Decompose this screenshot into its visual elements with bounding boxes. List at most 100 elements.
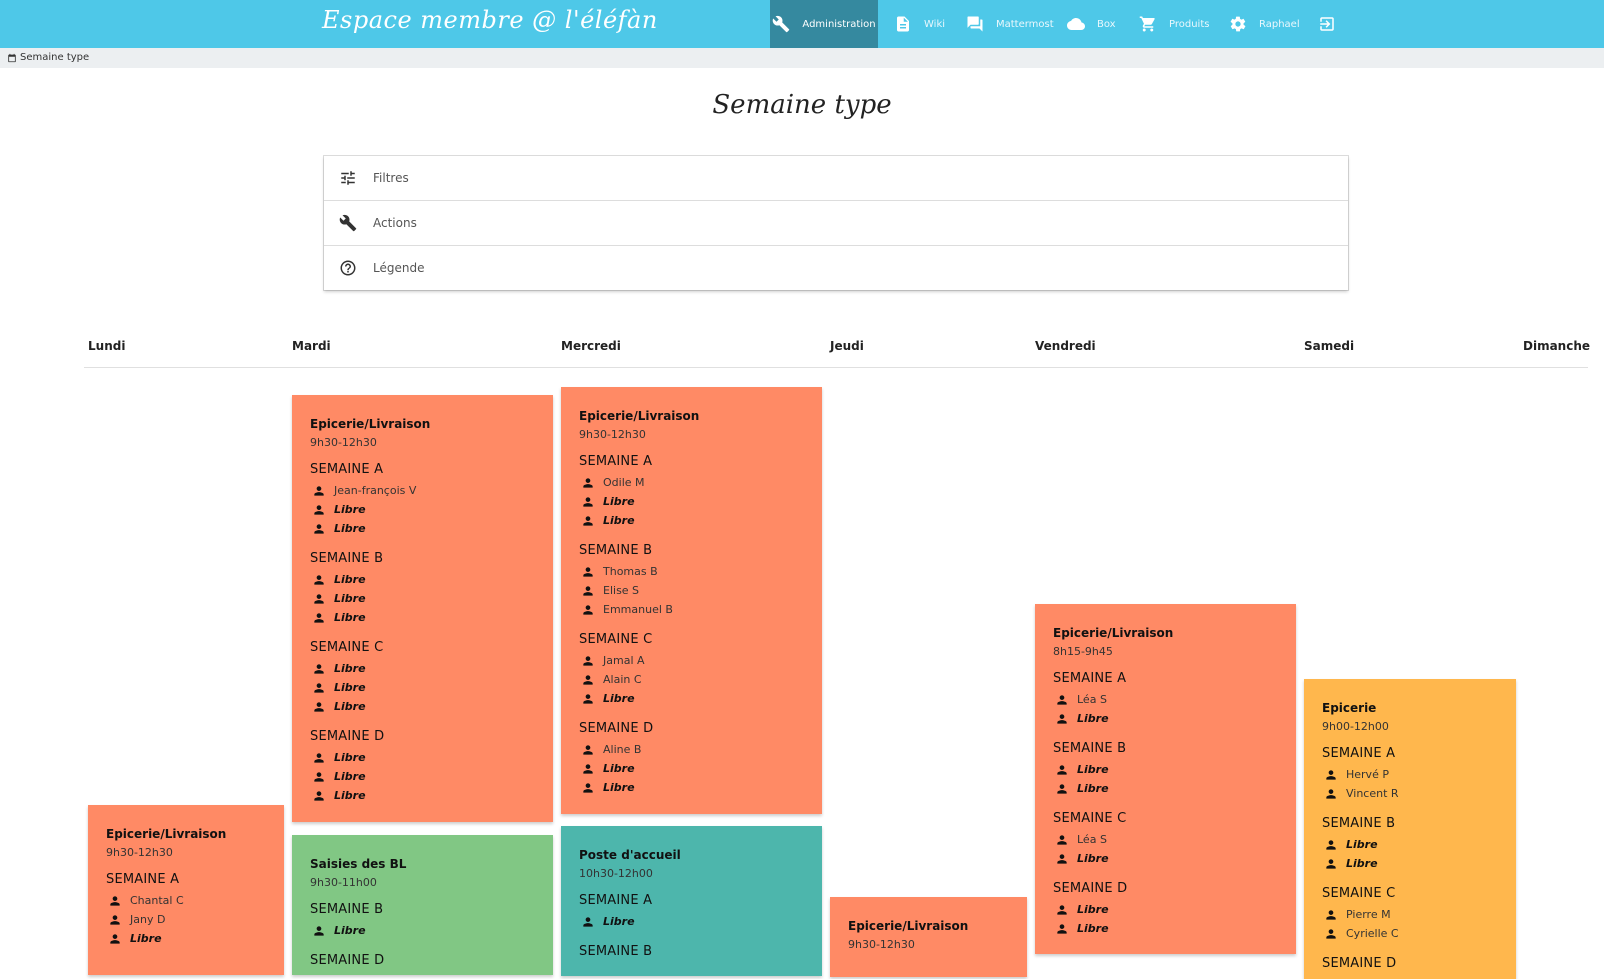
- nav-box[interactable]: Box: [1067, 0, 1116, 48]
- person-icon: [110, 933, 120, 944]
- member-slot[interactable]: Pierre M: [1322, 905, 1498, 924]
- free-slot[interactable]: Libre: [579, 689, 804, 708]
- member-slot[interactable]: Léa S: [1053, 690, 1278, 709]
- actions-header[interactable]: Actions: [324, 201, 1348, 246]
- free-slot[interactable]: Libre: [579, 492, 804, 511]
- member-slot[interactable]: Odile M: [579, 473, 804, 492]
- member-slot[interactable]: Jamal A: [579, 651, 804, 670]
- free-slot[interactable]: Libre: [1322, 854, 1498, 873]
- free-slot[interactable]: Libre: [310, 697, 535, 716]
- member-name: Jean-françois V: [334, 484, 417, 497]
- free-slot[interactable]: Libre: [310, 678, 535, 697]
- free-slot[interactable]: Libre: [310, 767, 535, 786]
- help-circle-icon: [340, 260, 356, 276]
- member-slot[interactable]: Vincent R: [1322, 784, 1498, 803]
- free-slot[interactable]: Libre: [310, 786, 535, 805]
- shift-card[interactable]: Epicerie/Livraison 9h30-12h30 SEMAINE A Odi…: [561, 387, 822, 814]
- shift-card[interactable]: Saisies des BL 9h30-11h00 SEMAINE B Libre SE…: [292, 835, 553, 975]
- wrench-icon: [773, 15, 790, 33]
- nav-administration[interactable]: Administration: [770, 0, 878, 48]
- week-label: SEMAINE B: [1053, 741, 1127, 756]
- nav-mattermost[interactable]: Mattermost: [966, 0, 1054, 48]
- member-name: Libre: [334, 789, 366, 802]
- member-name: Libre: [603, 762, 635, 775]
- person-icon: [314, 663, 324, 674]
- person-icon: [314, 701, 324, 712]
- free-slot[interactable]: Libre: [310, 570, 535, 589]
- free-slot[interactable]: Libre: [310, 500, 535, 519]
- member-slot[interactable]: Emmanuel B: [579, 600, 804, 619]
- nav-wiki[interactable]: Wiki: [894, 0, 945, 48]
- member-name: Aline B: [603, 743, 642, 756]
- member-name: Hervé P: [1346, 768, 1389, 781]
- member-name: Jamal A: [603, 654, 645, 667]
- shift-title: Epicerie/Livraison: [1053, 626, 1174, 640]
- free-slot[interactable]: Libre: [310, 519, 535, 538]
- member-name: Libre: [603, 781, 635, 794]
- person-icon: [1326, 769, 1336, 780]
- legend-header[interactable]: Légende: [324, 246, 1348, 290]
- free-slot[interactable]: Libre: [579, 912, 804, 931]
- day-header-mercredi: Mercredi: [561, 339, 621, 353]
- member-name: Alain C: [603, 673, 642, 686]
- member-name: Libre: [334, 592, 366, 605]
- free-slot[interactable]: Libre: [1322, 835, 1498, 854]
- member-name: Libre: [334, 503, 366, 516]
- legend-label: Légende: [373, 261, 425, 275]
- brand-logo[interactable]: Espace membre @ l'éléfàn: [322, 6, 658, 34]
- person-icon: [583, 674, 593, 685]
- free-slot[interactable]: Libre: [310, 608, 535, 627]
- member-slot[interactable]: Cyrielle C: [1322, 924, 1498, 943]
- nav-produits[interactable]: Produits: [1139, 0, 1209, 48]
- wrench-icon: [339, 214, 357, 232]
- free-slot[interactable]: Libre: [1053, 760, 1278, 779]
- free-slot[interactable]: Libre: [310, 659, 535, 678]
- breadcrumb[interactable]: Semaine type: [7, 52, 89, 63]
- nav-label: Raphael: [1259, 18, 1300, 30]
- free-slot[interactable]: Libre: [106, 929, 266, 948]
- free-slot[interactable]: Libre: [310, 589, 535, 608]
- person-icon: [1057, 713, 1067, 724]
- shift-card[interactable]: Poste d'accueil 10h30-12h00 SEMAINE A Libre…: [561, 826, 822, 976]
- free-slot[interactable]: Libre: [1053, 709, 1278, 728]
- filters-header[interactable]: Filtres: [324, 156, 1348, 201]
- free-slot[interactable]: Libre: [310, 748, 535, 767]
- tune-icon: [341, 171, 355, 185]
- free-slot[interactable]: Libre: [1053, 900, 1278, 919]
- free-slot[interactable]: Libre: [1053, 919, 1278, 938]
- member-slot[interactable]: Jean-françois V: [310, 481, 535, 500]
- nav-profile[interactable]: Raphael: [1229, 0, 1300, 48]
- shift-card[interactable]: Epicerie/Livraison 9h30-12h30 SEMAINE A Jea…: [292, 395, 553, 822]
- member-name: Pierre M: [1346, 908, 1391, 921]
- member-slot[interactable]: Chantal C: [106, 891, 266, 910]
- member-slot[interactable]: Hervé P: [1322, 765, 1498, 784]
- shift-card[interactable]: Epicerie 9h00-12h00 SEMAINE A Hervé P Vincen…: [1304, 679, 1516, 979]
- free-slot[interactable]: Libre: [579, 778, 804, 797]
- member-name: Jany D: [130, 913, 166, 926]
- person-icon: [1326, 909, 1336, 920]
- free-slot[interactable]: Libre: [1053, 779, 1278, 798]
- member-slot[interactable]: Léa S: [1053, 830, 1278, 849]
- week-label: SEMAINE A: [1322, 746, 1396, 761]
- free-slot[interactable]: Libre: [1053, 849, 1278, 868]
- logout-button[interactable]: [1318, 0, 1348, 48]
- member-slot[interactable]: Elise S: [579, 581, 804, 600]
- person-icon: [314, 612, 324, 623]
- free-slot[interactable]: Libre: [310, 921, 535, 940]
- shift-card[interactable]: Epicerie/Livraison 8h15-9h45 SEMAINE A Léa …: [1035, 604, 1296, 954]
- week-label: SEMAINE C: [579, 632, 653, 647]
- member-name: Libre: [334, 751, 366, 764]
- member-slot[interactable]: Aline B: [579, 740, 804, 759]
- member-name: Thomas B: [603, 565, 658, 578]
- person-icon: [583, 585, 593, 596]
- shift-time: 9h30-12h30: [848, 938, 915, 951]
- member-slot[interactable]: Alain C: [579, 670, 804, 689]
- shift-card[interactable]: Epicerie/Livraison 9h30-12h30: [830, 897, 1027, 977]
- free-slot[interactable]: Libre: [579, 759, 804, 778]
- member-name: Libre: [334, 770, 366, 783]
- shift-card[interactable]: Epicerie/Livraison 9h30-12h30 SEMAINE A Cha…: [88, 805, 284, 975]
- free-slot[interactable]: Libre: [579, 511, 804, 530]
- member-slot[interactable]: Thomas B: [579, 562, 804, 581]
- member-slot[interactable]: Jany D: [106, 910, 266, 929]
- person-icon: [583, 566, 593, 577]
